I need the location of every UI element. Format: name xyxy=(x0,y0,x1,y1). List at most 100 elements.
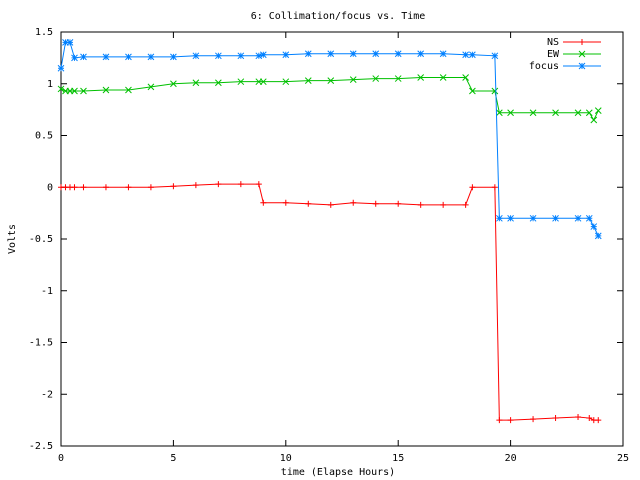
data-point xyxy=(394,50,402,58)
data-point xyxy=(255,52,263,60)
y-tick-label: 0 xyxy=(47,182,53,193)
data-point xyxy=(259,78,267,86)
data-point xyxy=(125,86,132,94)
data-point xyxy=(507,417,514,424)
y-tick-label: -2 xyxy=(41,389,53,400)
legend-marker xyxy=(578,62,586,70)
data-point xyxy=(327,77,335,84)
data-point xyxy=(304,50,312,58)
data-point xyxy=(125,53,132,61)
data-point xyxy=(440,201,447,208)
data-point xyxy=(71,87,78,95)
series-line xyxy=(60,41,599,237)
data-point xyxy=(507,109,514,117)
data-point xyxy=(215,52,222,60)
data-point xyxy=(590,223,598,230)
data-point xyxy=(372,200,379,207)
data-point xyxy=(529,109,537,117)
x-tick-label: 20 xyxy=(505,453,517,464)
data-point xyxy=(491,87,499,95)
data-point xyxy=(147,53,155,61)
y-tick-label: 1.5 xyxy=(35,27,53,38)
data-point xyxy=(147,184,154,191)
data-point xyxy=(260,199,267,206)
data-point xyxy=(496,109,503,117)
data-point xyxy=(496,417,503,424)
y-axis-label: Volts xyxy=(7,224,18,254)
data-point xyxy=(147,83,155,91)
data-point xyxy=(462,201,469,208)
data-point xyxy=(282,78,290,86)
data-point xyxy=(394,75,402,82)
data-point xyxy=(372,50,380,58)
series-line xyxy=(61,183,599,421)
data-point xyxy=(349,76,357,83)
data-point xyxy=(350,199,357,206)
series-line xyxy=(60,77,599,122)
legend-marker xyxy=(579,39,585,45)
data-point xyxy=(255,181,262,188)
data-point xyxy=(462,51,469,59)
x-tick-label: 5 xyxy=(170,453,176,464)
data-point xyxy=(237,52,245,60)
data-point xyxy=(496,214,503,222)
legend-marker xyxy=(578,50,586,58)
y-tick-label: -1.5 xyxy=(29,338,53,349)
data-point xyxy=(507,214,514,222)
data-point xyxy=(491,52,499,60)
data-point xyxy=(417,201,424,208)
data-point xyxy=(71,54,78,62)
data-point xyxy=(594,232,602,240)
data-point xyxy=(491,184,498,191)
data-point xyxy=(170,53,177,61)
data-point xyxy=(469,184,476,191)
data-point xyxy=(237,181,244,188)
data-point xyxy=(192,182,199,189)
data-point xyxy=(530,416,537,423)
data-point xyxy=(395,200,402,207)
y-tick-label: -2.5 xyxy=(29,441,53,452)
data-point xyxy=(586,415,593,422)
x-axis-label: time (Elapse Hours) xyxy=(281,467,395,478)
data-point xyxy=(529,214,537,222)
y-tick-label: 0.5 xyxy=(35,131,53,142)
data-point xyxy=(259,51,267,59)
data-point xyxy=(102,53,110,61)
data-point xyxy=(372,75,380,82)
data-point xyxy=(439,50,447,58)
data-point xyxy=(417,74,425,81)
legend-label: NS xyxy=(547,37,559,48)
data-point xyxy=(192,79,200,87)
data-point xyxy=(469,51,476,59)
data-point xyxy=(327,50,335,58)
y-tick-label: -1 xyxy=(41,286,53,297)
x-tick-label: 15 xyxy=(392,453,404,464)
y-tick-label: -0.5 xyxy=(29,234,53,245)
data-point xyxy=(462,74,469,81)
plot-frame xyxy=(60,31,624,447)
data-point xyxy=(57,64,65,72)
data-point xyxy=(80,87,87,95)
data-point xyxy=(71,184,78,191)
data-point xyxy=(125,184,132,191)
data-point xyxy=(574,214,582,222)
chart-title: 6: Collimation/focus vs. Time xyxy=(251,11,426,22)
data-point xyxy=(590,116,598,124)
data-point xyxy=(595,417,602,424)
data-point xyxy=(305,200,312,207)
data-point xyxy=(170,80,177,88)
data-point xyxy=(102,86,110,94)
data-point xyxy=(80,184,87,191)
data-point xyxy=(215,181,222,188)
x-tick-label: 10 xyxy=(280,453,292,464)
data-point xyxy=(552,214,559,222)
data-point xyxy=(439,74,447,81)
data-point xyxy=(282,199,289,206)
data-point xyxy=(585,109,593,117)
data-point xyxy=(349,50,357,58)
legend-label: focus xyxy=(529,61,559,72)
data-point xyxy=(66,38,74,46)
data-point xyxy=(192,52,200,60)
data-point xyxy=(594,107,602,115)
